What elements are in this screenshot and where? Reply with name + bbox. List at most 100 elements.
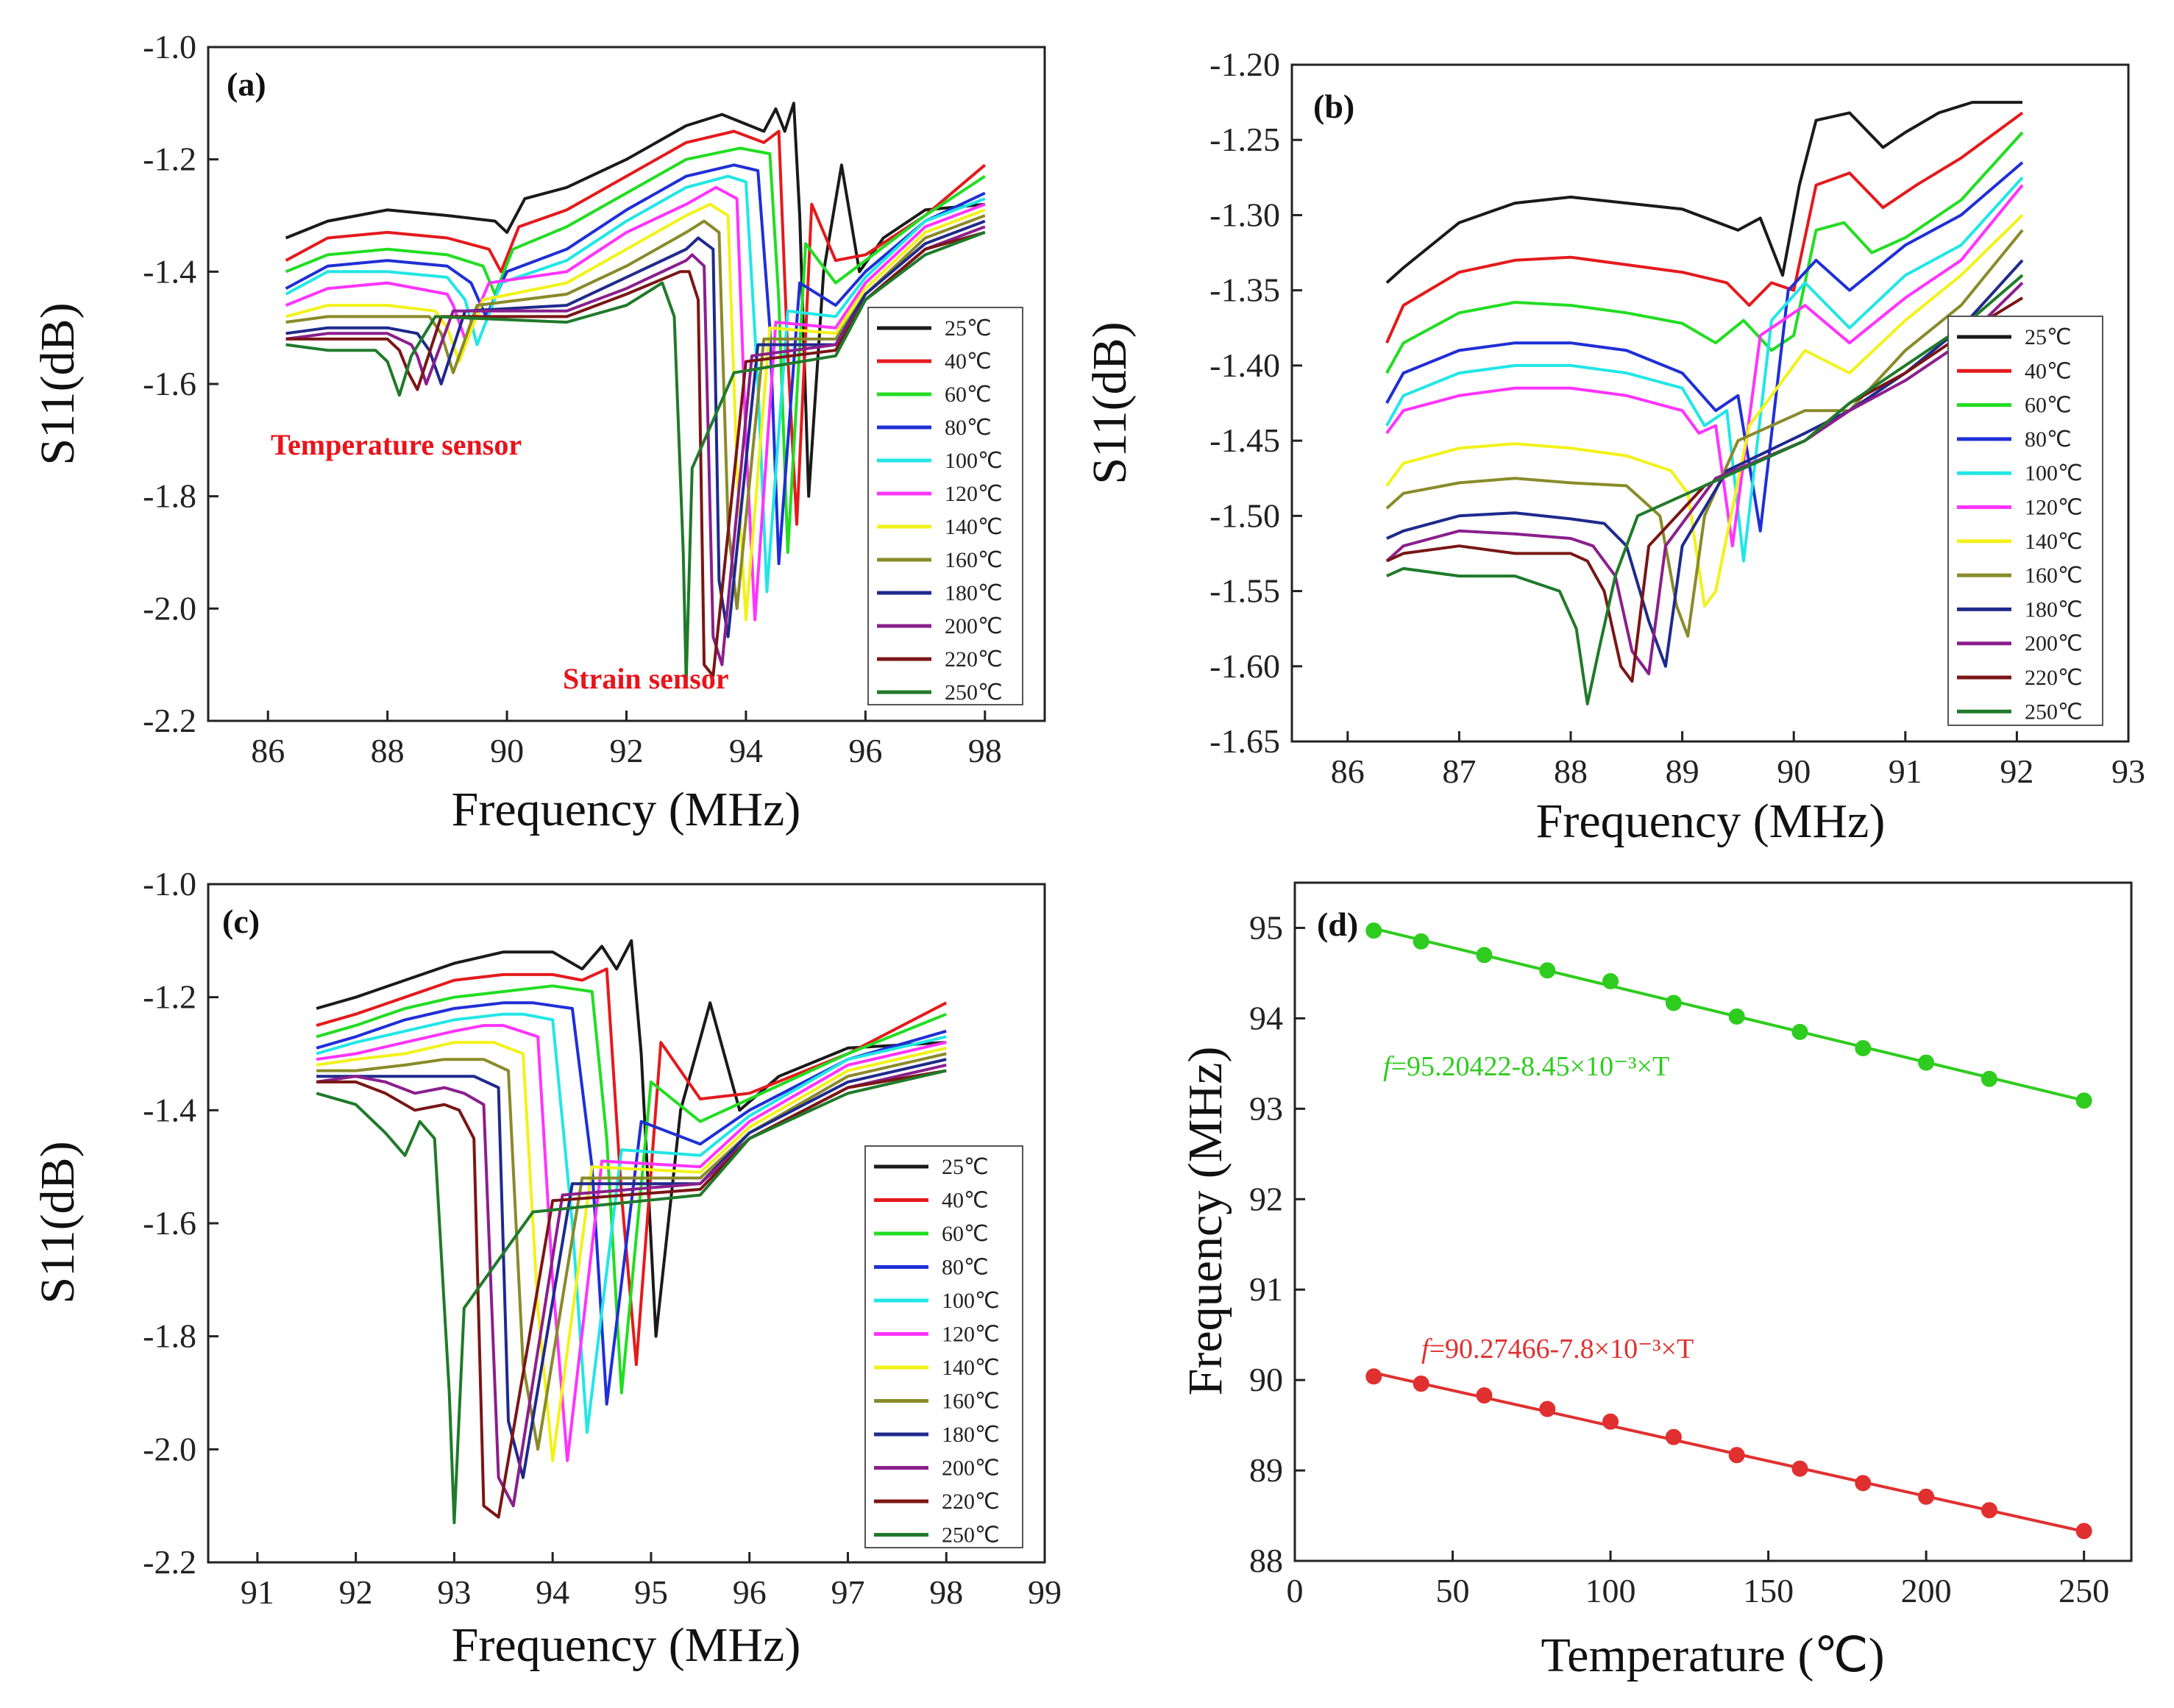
panel-b-label: (b) bbox=[1313, 88, 1354, 125]
panel-d-point-1 bbox=[1539, 1401, 1556, 1417]
panel-c-legend-label: 160℃ bbox=[942, 1389, 1000, 1414]
panel-c-xtick-label: 98 bbox=[929, 1573, 963, 1611]
panel-d-xtick-label: 50 bbox=[1436, 1572, 1470, 1609]
panel-a-xtick-label: 86 bbox=[251, 732, 285, 769]
panel-c-xtick-label: 99 bbox=[1028, 1573, 1062, 1611]
panel-d-point-1 bbox=[1728, 1447, 1745, 1464]
panel-c-series-6 bbox=[316, 1041, 947, 1462]
panel-d-point-0 bbox=[1602, 972, 1619, 989]
panel-a-legend-label: 180℃ bbox=[945, 581, 1003, 605]
panel-c-legend-box bbox=[864, 1145, 1023, 1548]
panel-a-ytick-label: -2.0 bbox=[143, 589, 196, 627]
panel-d-xtick-label: 200 bbox=[1901, 1572, 1952, 1609]
panel-a-legend-label: 140℃ bbox=[945, 515, 1003, 539]
panel-b-series-8 bbox=[1386, 259, 2024, 668]
panel-d-point-1 bbox=[1791, 1460, 1808, 1477]
panel-b-legend-label: 40℃ bbox=[2025, 359, 2072, 383]
panel-b-xtick-label: 88 bbox=[1554, 752, 1588, 790]
panel-c-ytick-label: -1.2 bbox=[143, 978, 196, 1016]
panel-a-xtick-label: 90 bbox=[490, 732, 524, 769]
panel-a-xlabel: Frequency (MHz) bbox=[452, 783, 801, 836]
panel-b-series-2 bbox=[1385, 131, 2024, 374]
panel-a-series bbox=[285, 102, 987, 683]
panel-b-legend-label: 140℃ bbox=[2025, 530, 2083, 554]
panel-d-point-0 bbox=[1791, 1023, 1808, 1040]
panel-b-xtick-label: 87 bbox=[1442, 752, 1476, 790]
panel-c-series-11 bbox=[316, 1069, 947, 1525]
panel-d-point-1 bbox=[1918, 1488, 1935, 1505]
panel-c-ytick-label: -1.4 bbox=[143, 1091, 196, 1128]
panel-a-ticks: 86 88 90 92 94 96 98 -1.0 -1.2 -1.4 -1.6 -1.8 -2.0 -2… bbox=[143, 28, 1002, 769]
panel-b-series-9 bbox=[1385, 281, 2024, 675]
panel-d-point-1 bbox=[1602, 1413, 1619, 1430]
panel-c-legend: 25℃ 40℃ 60℃ 80℃ 100℃ 120℃ 140℃ 160℃ 180℃ 200℃ 220℃… bbox=[864, 1145, 1023, 1548]
panel-d-frame bbox=[1293, 881, 2133, 1562]
panel-a-series-6 bbox=[285, 202, 986, 622]
panel-d-xtick-label: 150 bbox=[1743, 1572, 1794, 1609]
panel-b-legend-label: 80℃ bbox=[2025, 427, 2072, 452]
panel-a-xtick-label: 88 bbox=[371, 732, 405, 769]
panel-a-xtick-label: 96 bbox=[848, 732, 882, 769]
panel-a-xtick-label: 94 bbox=[729, 732, 763, 769]
panel-b-legend-label: 200℃ bbox=[2025, 632, 2083, 656]
panel-b-legend-label: 160℃ bbox=[2025, 563, 2083, 588]
panel-a-series-10 bbox=[285, 230, 986, 677]
panel-a-legend-label: 40℃ bbox=[945, 349, 992, 374]
panel-d: 0 50 100 150 200 250 88 89 90 91 92 93 94 95 (d) Temp… bbox=[1179, 881, 2133, 1682]
panel-a: 86 88 90 92 94 96 98 -1.0 -1.2 -1.4 -1.6 -1.8 -2.0 -2… bbox=[31, 28, 1046, 836]
panel-c-legend-label: 120℃ bbox=[942, 1323, 1000, 1347]
panel-d-ytick-label: 94 bbox=[1249, 999, 1283, 1036]
panel-d-point-1 bbox=[1365, 1368, 1382, 1385]
panel-a-series-4 bbox=[285, 174, 986, 594]
panel-a-series-5 bbox=[285, 185, 986, 622]
panel-b-series-10 bbox=[1386, 296, 2024, 683]
panel-b-series-3 bbox=[1385, 161, 2024, 533]
panel-d-point-0 bbox=[2075, 1092, 2092, 1109]
panel-b-ylabel: S11(dB) bbox=[1083, 321, 1137, 484]
panel-c-legend-label: 140℃ bbox=[942, 1356, 1000, 1380]
panel-c-ylabel: S11(dB) bbox=[31, 1141, 85, 1303]
panel-c-ytick-label: -1.6 bbox=[143, 1204, 196, 1242]
panel-a-legend-label: 200℃ bbox=[945, 614, 1003, 638]
panel-b-legend-label: 220℃ bbox=[2025, 666, 2083, 690]
panel-a-legend-label: 60℃ bbox=[945, 382, 992, 407]
panel-d-series bbox=[1365, 922, 2092, 1540]
panel-a-ytick-label: -1.4 bbox=[143, 252, 196, 290]
panel-d-ytick-label: 92 bbox=[1249, 1180, 1283, 1217]
panel-d-point-0 bbox=[1413, 933, 1429, 950]
panel-d-point-1 bbox=[1981, 1502, 1997, 1519]
panel-d-point-0 bbox=[1665, 994, 1682, 1011]
panel-a-legend: 25℃ 40℃ 60℃ 80℃ 100℃ 120℃ 140℃ 160℃ 180℃ 200℃ 220℃… bbox=[867, 307, 1023, 705]
panel-b-legend-label: 250℃ bbox=[2025, 700, 2083, 724]
panel-b-ytick-label: -1.65 bbox=[1209, 722, 1280, 760]
panel-c-series bbox=[316, 939, 948, 1525]
panel-b-ytick-label: -1.50 bbox=[1209, 497, 1280, 534]
panel-a-series-7 bbox=[285, 214, 986, 611]
panel-d-point-0 bbox=[1539, 962, 1556, 979]
panel-c-label: (c) bbox=[222, 903, 260, 940]
panel-d-ytick-label: 93 bbox=[1249, 1089, 1283, 1127]
panel-b-xtick-label: 93 bbox=[2111, 752, 2145, 790]
panel-c-legend-label: 40℃ bbox=[942, 1189, 989, 1213]
panel-c-ytick-label: -1.0 bbox=[143, 865, 196, 903]
panel-b-legend: 25℃ 40℃ 60℃ 80℃ 100℃ 120℃ 140℃ 160℃ 180℃ 200℃ 220℃… bbox=[1947, 316, 2103, 726]
panel-c-series-1 bbox=[316, 967, 948, 1367]
panel-d-point-1 bbox=[1665, 1428, 1682, 1445]
panel-a-ytick-label: -2.2 bbox=[143, 702, 196, 739]
panel-d-ticks: 0 50 100 150 200 250 88 89 90 91 92 93 94 95 bbox=[1249, 908, 2109, 1609]
panel-a-series-0 bbox=[285, 102, 985, 498]
panel-d-eq-strain-body: =95.20422-8.45×10⁻³×T bbox=[1391, 1051, 1670, 1082]
panel-c-legend-label: 100℃ bbox=[942, 1289, 1000, 1313]
panel-c-series-2 bbox=[316, 984, 947, 1395]
panel-a-legend-label: 25℃ bbox=[945, 316, 992, 341]
panel-b-ytick-label: -1.55 bbox=[1209, 572, 1280, 610]
panel-d-point-0 bbox=[1365, 922, 1382, 939]
panel-c-series-3 bbox=[316, 1001, 947, 1406]
panel-c-ticks: 91 92 93 94 95 96 97 98 99 -1.0 -1.2 -1.4 -1.6 -1.8 -2… bbox=[143, 865, 1062, 1611]
panel-a-ytick-label: -1.2 bbox=[143, 140, 196, 178]
panel-b-xlabel: Frequency (MHz) bbox=[1536, 794, 1886, 848]
panel-c-xtick-label: 94 bbox=[536, 1573, 569, 1611]
panel-c-legend-label: 180℃ bbox=[942, 1423, 1000, 1447]
panel-d-point-0 bbox=[1476, 947, 1493, 964]
panel-b-ytick-label: -1.60 bbox=[1209, 647, 1280, 685]
